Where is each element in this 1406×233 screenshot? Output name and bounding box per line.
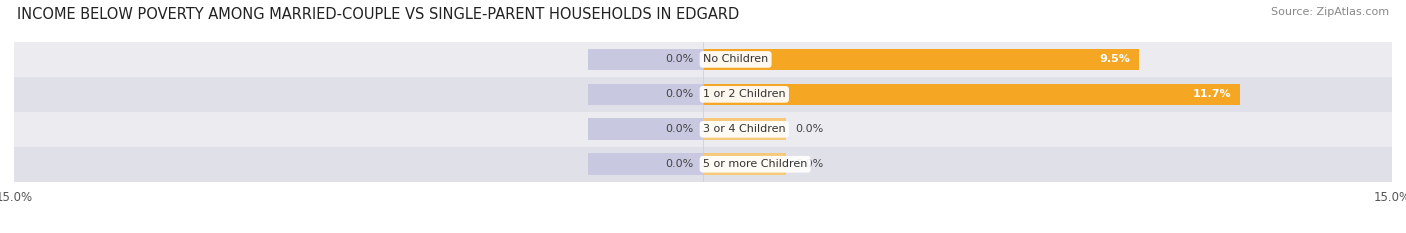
Text: 0.0%: 0.0% [794,159,823,169]
Text: 0.0%: 0.0% [665,159,693,169]
Text: 0.0%: 0.0% [665,124,693,134]
Text: Source: ZipAtlas.com: Source: ZipAtlas.com [1271,7,1389,17]
Text: No Children: No Children [703,55,768,64]
Text: INCOME BELOW POVERTY AMONG MARRIED-COUPLE VS SINGLE-PARENT HOUSEHOLDS IN EDGARD: INCOME BELOW POVERTY AMONG MARRIED-COUPL… [17,7,740,22]
Bar [588,83,703,105]
Bar [703,118,786,140]
Text: 0.0%: 0.0% [665,89,693,99]
Text: 0.0%: 0.0% [665,55,693,64]
Bar [588,153,703,175]
Text: 0.0%: 0.0% [794,124,823,134]
Text: 5 or more Children: 5 or more Children [703,159,807,169]
Bar [703,83,1240,105]
Bar [14,147,1392,182]
Bar [703,49,1139,70]
Bar [588,118,703,140]
Text: 3 or 4 Children: 3 or 4 Children [703,124,786,134]
Text: 11.7%: 11.7% [1192,89,1232,99]
Text: 9.5%: 9.5% [1099,55,1130,64]
Bar [703,153,786,175]
Bar [14,77,1392,112]
Bar [14,42,1392,77]
Bar [588,49,703,70]
Text: 1 or 2 Children: 1 or 2 Children [703,89,786,99]
Bar [14,112,1392,147]
